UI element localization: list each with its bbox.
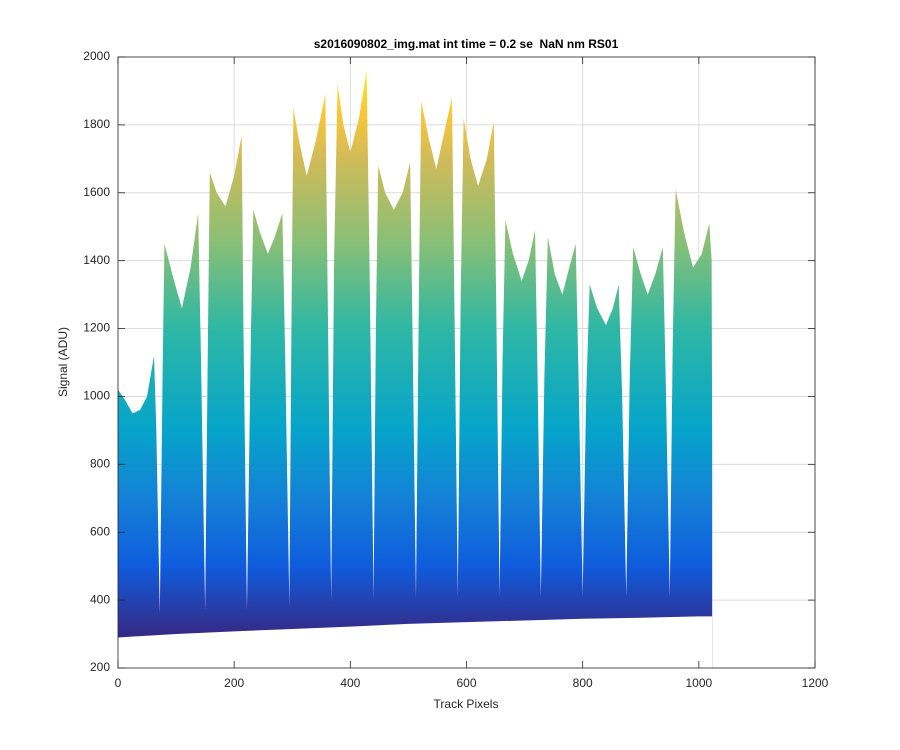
- chart-title: s2016090802_img.mat int time = 0.2 se Na…: [314, 37, 619, 51]
- ticks: 200 400 600 800 1000 1200 1400 1600 1800 2000 0 200…: [83, 49, 828, 690]
- y-tick-label: 2000: [83, 49, 110, 63]
- y-tick-label: 800: [90, 457, 110, 471]
- y-tick-label: 1600: [83, 185, 110, 199]
- y-tick-label: 1000: [83, 389, 110, 403]
- x-tick-label: 0: [115, 676, 122, 690]
- x-tick-label: 600: [456, 676, 476, 690]
- y-tick-label: 400: [90, 592, 110, 606]
- plot-area: [118, 70, 713, 669]
- x-tick-label: 400: [340, 676, 360, 690]
- x-tick-label: 1200: [802, 676, 829, 690]
- x-tick-label: 800: [573, 676, 593, 690]
- y-tick-label: 1400: [83, 253, 110, 267]
- y-axis-label: Signal (ADU): [56, 327, 70, 397]
- x-tick-label: 200: [224, 676, 244, 690]
- y-tick-label: 1200: [83, 321, 110, 335]
- x-tick-label: 1000: [685, 676, 712, 690]
- y-tick-label: 200: [90, 660, 110, 674]
- signal-floor: [118, 616, 713, 668]
- y-tick-label: 1800: [83, 117, 110, 131]
- x-axis-label: Track Pixels: [434, 697, 499, 711]
- signal-area: [118, 70, 713, 669]
- y-tick-label: 600: [90, 524, 110, 538]
